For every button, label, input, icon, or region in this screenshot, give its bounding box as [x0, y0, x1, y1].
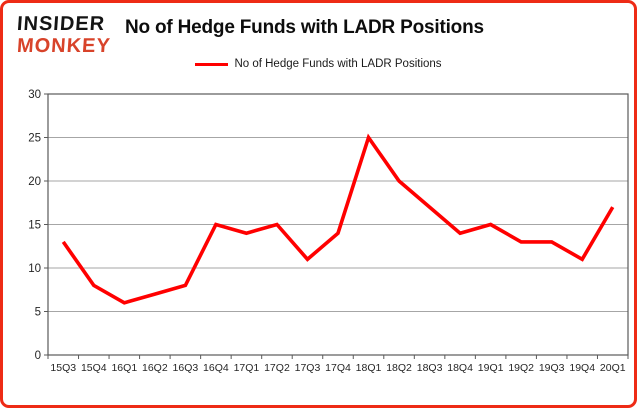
legend-line-swatch [195, 62, 229, 66]
y-tick-label: 0 [35, 350, 41, 362]
x-tick-label: 16Q2 [142, 362, 168, 374]
logo-text-monkey: MONKEY [16, 35, 112, 57]
chart-title: No of Hedge Funds with LADR Positions [125, 17, 484, 38]
x-tick-label: 16Q1 [111, 362, 137, 374]
line-chart-plot: 0 5 10 15 20 25 30 15Q3 15Q4 16Q1 16Q2 16Q3 16Q4 17Q1… [28, 89, 629, 374]
x-tick-label: 19Q1 [478, 362, 504, 374]
x-tick-label: 17Q4 [325, 362, 351, 374]
x-tick-label: 17Q3 [295, 362, 321, 374]
x-tick-label: 18Q1 [356, 362, 382, 374]
y-tick-label: 20 [28, 176, 41, 188]
x-tick-label: 19Q3 [539, 362, 565, 374]
y-tick-label: 25 [28, 133, 41, 145]
y-tick-label: 15 [28, 220, 41, 232]
x-tick-label: 15Q3 [50, 362, 76, 374]
x-tick-label: 16Q3 [173, 362, 199, 374]
x-tick-label: 18Q4 [447, 362, 473, 374]
legend-label: No of Hedge Funds with LADR Positions [234, 58, 442, 70]
x-tick-label: 19Q2 [508, 362, 534, 374]
insider-monkey-logo: INSIDER MONKEY [16, 13, 112, 57]
y-tick-label: 10 [28, 263, 41, 275]
x-tick-label: 17Q2 [264, 362, 290, 374]
x-tick-label: 17Q1 [234, 362, 260, 374]
x-tick-label: 16Q4 [203, 362, 229, 374]
x-tick-label: 19Q4 [569, 362, 595, 374]
y-tick-label: 30 [28, 89, 41, 101]
data-series-line [61, 133, 615, 305]
x-tick-label: 18Q3 [417, 362, 443, 374]
y-tick-label: 5 [35, 307, 41, 319]
logo-text-insider: INSIDER [16, 13, 106, 35]
x-tick-label: 18Q2 [386, 362, 412, 374]
x-tick-label: 20Q1 [600, 362, 626, 374]
chart-legend: No of Hedge Funds with LADR Positions [3, 58, 634, 70]
x-tick-label: 15Q4 [81, 362, 107, 374]
